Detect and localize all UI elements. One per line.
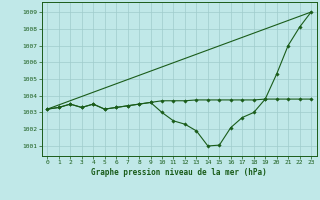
X-axis label: Graphe pression niveau de la mer (hPa): Graphe pression niveau de la mer (hPa)	[91, 168, 267, 177]
